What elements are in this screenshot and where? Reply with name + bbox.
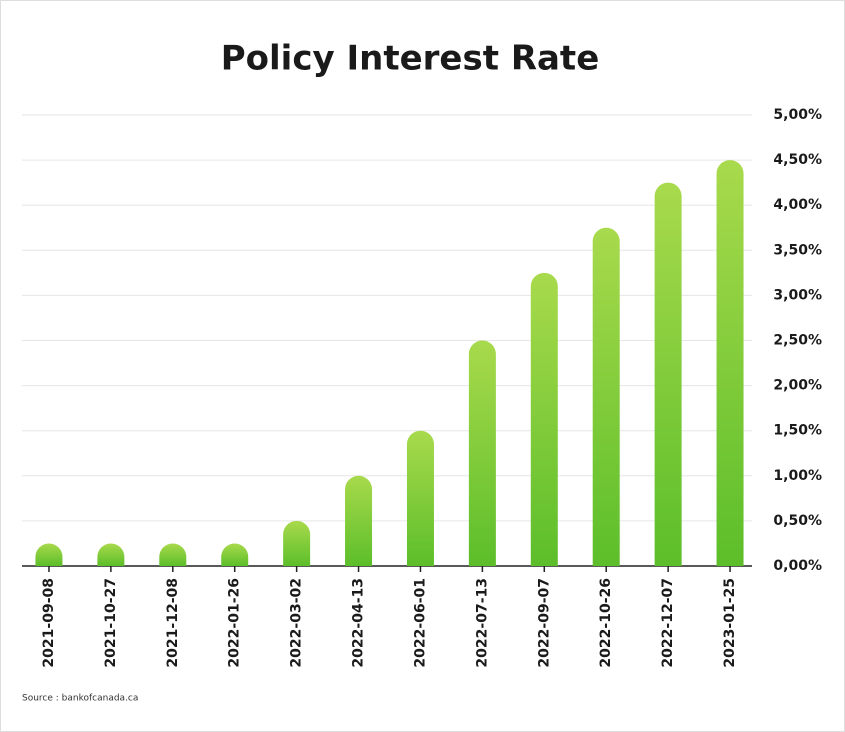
bar	[35, 543, 63, 566]
y-tick-label: 1,00%	[773, 468, 822, 484]
y-tick-label: 1,50%	[773, 423, 822, 439]
x-tick-label: 2022-09-07	[536, 578, 552, 668]
x-tick-label: 2022-04-13	[351, 578, 367, 668]
source-note: Source : bankofcanada.ca	[22, 694, 138, 704]
x-tick-label: 2022-07-13	[474, 578, 490, 668]
y-tick-label: 2,00%	[773, 378, 822, 394]
x-tick-label: 2022-10-26	[598, 578, 614, 668]
x-tick-label: 2021-09-08	[41, 578, 57, 668]
bar	[221, 543, 249, 566]
bar	[654, 182, 682, 566]
y-tick-label: 2,50%	[773, 333, 822, 349]
bar	[283, 520, 311, 566]
bar	[345, 475, 373, 566]
chart-title: Policy Interest Rate	[221, 39, 600, 79]
y-tick-label: 3,50%	[773, 242, 822, 258]
bar	[97, 543, 125, 566]
x-tick-label: 2022-03-02	[289, 578, 305, 668]
x-tick-label: 2021-10-27	[103, 578, 119, 668]
x-tick-label: 2022-01-26	[227, 578, 243, 668]
y-tick-label: 5,00%	[773, 107, 822, 123]
bar	[530, 272, 558, 566]
y-tick-label: 0,00%	[773, 558, 822, 574]
x-tick-label: 2022-06-01	[412, 578, 428, 668]
bar	[592, 227, 620, 566]
bar	[716, 160, 744, 566]
bar	[406, 430, 434, 566]
y-tick-label: 4,00%	[773, 197, 822, 213]
x-tick-label: 2023-01-25	[722, 578, 738, 668]
bar	[159, 543, 187, 566]
y-tick-label: 4,50%	[773, 152, 822, 168]
bar	[468, 340, 496, 566]
x-tick-label: 2022-12-07	[660, 578, 676, 668]
y-tick-label: 3,00%	[773, 287, 822, 303]
x-tick-label: 2021-12-08	[165, 578, 181, 668]
y-tick-label: 0,50%	[773, 513, 822, 529]
